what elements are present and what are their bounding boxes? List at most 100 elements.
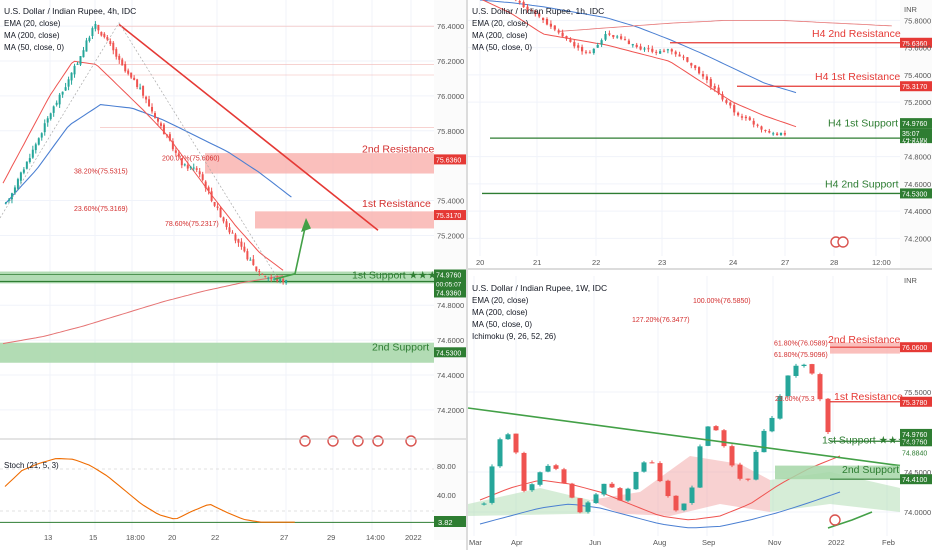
fib-label: 23.60%(75.3	[775, 396, 815, 403]
candle-body	[623, 39, 627, 41]
candle-body	[246, 251, 249, 260]
candle-body	[690, 63, 693, 66]
candle-body	[243, 246, 246, 252]
level-label: H4 2nd Resistance	[812, 28, 901, 40]
y-tick-label: 74.8000	[904, 153, 931, 162]
candle-body	[210, 191, 213, 201]
candle-body	[744, 116, 747, 119]
ma50-line	[4, 104, 292, 205]
y-tick-label: 74.6000	[904, 180, 931, 189]
candle-body	[752, 120, 755, 125]
candle-body	[760, 126, 763, 130]
candle-body	[180, 158, 183, 166]
price-tag-text: 74.9760	[902, 136, 927, 143]
candles-1h	[514, 0, 786, 137]
y-tick-label: 75.2000	[437, 231, 464, 240]
x-tick-label: 27	[280, 533, 288, 542]
candle-body	[70, 72, 73, 81]
fib-label: 127.20%(76.3477)	[632, 317, 690, 324]
candle-body	[545, 465, 551, 472]
candle-body	[522, 1, 525, 8]
candle-body	[22, 169, 25, 173]
price-tag-text: 75.3780	[902, 400, 927, 407]
candle-body	[513, 433, 519, 453]
candle-body	[31, 149, 34, 158]
candle-body	[249, 259, 252, 261]
support-zone	[0, 271, 434, 284]
price-tag	[900, 37, 932, 48]
candle-body	[228, 227, 231, 233]
candle-body	[721, 430, 727, 447]
candle-body	[258, 271, 261, 273]
candle-body	[5, 202, 7, 204]
candle-body	[162, 124, 165, 134]
price-tag	[434, 210, 466, 221]
y-tick-label: 75.8000	[904, 16, 931, 25]
x-tick-label: Jun	[589, 538, 601, 547]
candle-body	[608, 33, 611, 35]
indicator-label: EMA (20, close)	[472, 19, 529, 28]
price-tag-text: 75.6360	[902, 41, 927, 48]
level-label: 1st Resistance	[834, 391, 903, 403]
x-tick-label: 27	[781, 258, 789, 267]
x-tick-label: 13	[44, 533, 52, 542]
price-tag	[900, 474, 932, 485]
y-tick-label: 76.4000	[437, 22, 464, 31]
candle-body	[641, 462, 647, 472]
x-tick-label: Mar	[469, 538, 482, 547]
candle-body	[809, 364, 815, 374]
y-tick-label: 74.4000	[437, 371, 464, 380]
candle-body	[481, 503, 487, 505]
candle-body	[635, 44, 638, 47]
y-tick-label: 74.6000	[437, 336, 464, 345]
candle-body	[61, 91, 64, 95]
y-tick-label: 74.0000	[904, 508, 931, 517]
candle-body	[64, 87, 67, 91]
currency-label: INR	[904, 5, 918, 14]
stoch-last-tag	[434, 516, 466, 527]
indicator-label: EMA (20, close)	[472, 296, 529, 305]
candle-body	[725, 100, 728, 103]
candle-body	[234, 234, 237, 241]
ichimoku-cloud	[468, 488, 590, 516]
level-label: H4 1st Resistance	[815, 71, 900, 83]
fib-label: 61.80%(75.9096)	[774, 352, 828, 359]
candle-body	[174, 150, 177, 153]
candle-body	[261, 273, 264, 275]
candle-body	[240, 241, 243, 247]
candle-body	[729, 446, 735, 466]
candle-body	[285, 280, 288, 284]
price-tag	[900, 436, 932, 447]
price-tag-text: 74.4100	[902, 477, 927, 484]
candle-body	[713, 86, 716, 89]
candle-body	[631, 44, 634, 46]
price-tag-text: 74.9760	[436, 273, 461, 280]
level-label: 1st Support ★★★	[822, 434, 907, 446]
candle-body	[91, 28, 94, 37]
candle-body	[627, 40, 630, 44]
x-tick-label: 22	[592, 258, 600, 267]
candle-body	[557, 30, 560, 33]
candle-body	[489, 466, 495, 503]
price-tag-text: 76.0600	[902, 345, 927, 352]
candle-body	[518, 1, 521, 3]
candle-body	[729, 102, 732, 106]
y-tick-label: 74.8000	[437, 301, 464, 310]
candle-body	[231, 232, 234, 234]
candle-body	[85, 40, 88, 52]
x-tick-label: Aug	[653, 538, 666, 547]
candle-body	[538, 13, 541, 17]
candle-body	[573, 42, 576, 47]
candle-body	[142, 85, 145, 96]
candle-body	[612, 34, 615, 38]
level-label: 2nd Support	[372, 342, 429, 354]
candle-body	[19, 172, 22, 181]
candle-body	[561, 32, 564, 37]
ma200-line	[2, 275, 284, 345]
fib-label: 23.60%(75.3169)	[74, 206, 128, 213]
candles-4h	[5, 21, 288, 285]
